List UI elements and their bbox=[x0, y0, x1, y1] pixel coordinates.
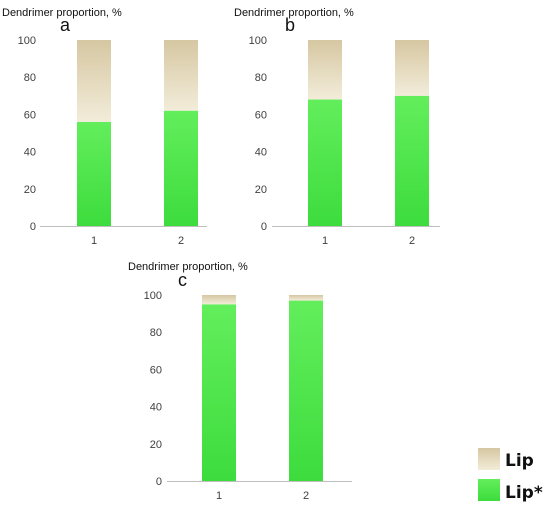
panel-a-bar-lip-star-1 bbox=[77, 121, 111, 226]
panel-c-y-tick-label: 100 bbox=[144, 290, 162, 302]
panel-c-bar-lip-star-2 bbox=[289, 300, 323, 481]
panel-b-y-tick-label: 60 bbox=[255, 109, 267, 121]
panel-a-x-tick-label: 1 bbox=[91, 235, 97, 247]
panel-b-bars bbox=[308, 40, 429, 226]
panel-b-y-tick-label: 80 bbox=[255, 72, 267, 84]
panel-b-y-tick-label: 100 bbox=[249, 35, 267, 47]
panel-b-y-ticks: 0 20 40 60 80 100 bbox=[249, 35, 267, 233]
panel-a-bar-lip-2 bbox=[164, 40, 198, 111]
panel-c-y-tick-label: 0 bbox=[156, 476, 162, 488]
panel-c-bars bbox=[202, 295, 323, 481]
panel-b-bar-lip-star-2 bbox=[395, 95, 429, 226]
panel-c-y-ticks: 0 20 40 60 80 100 bbox=[144, 290, 162, 488]
legend-swatch-lip bbox=[478, 448, 500, 470]
panel-b-bar-lip-2 bbox=[395, 40, 429, 96]
panel-a-y-tick-label: 0 bbox=[30, 221, 36, 233]
panel-a-y-ticks: 0 20 40 60 80 100 bbox=[18, 35, 36, 233]
panel-b-y-tick-label: 0 bbox=[261, 221, 267, 233]
panel-a-y-tick-label: 40 bbox=[24, 147, 36, 159]
legend-label-lip: Lip bbox=[505, 451, 534, 471]
panel-c-bar-lip-star-1 bbox=[202, 304, 236, 481]
panel-c-title: Dendrimer proportion, % bbox=[128, 261, 248, 273]
panel-a-y-tick-label: 100 bbox=[18, 35, 36, 47]
panel-c-y-tick-label: 40 bbox=[150, 402, 162, 414]
panel-a-y-tick-label: 80 bbox=[24, 72, 36, 84]
panel-c-x-tick-label: 1 bbox=[216, 490, 222, 502]
panel-b-bar-lip-star-1 bbox=[308, 99, 342, 226]
panel-a-x-tick-label: 2 bbox=[178, 235, 184, 247]
panel-b-title: Dendrimer proportion, % bbox=[234, 7, 354, 19]
panel-a-label: a bbox=[60, 15, 71, 35]
panel-c-y-tick-label: 60 bbox=[150, 364, 162, 376]
panel-b-y-tick-label: 40 bbox=[255, 147, 267, 159]
legend-swatch-lip-star bbox=[478, 479, 500, 501]
panel-a-y-tick-label: 60 bbox=[24, 109, 36, 121]
panel-a-bars bbox=[77, 40, 198, 226]
panel-c-bar-lip-2 bbox=[289, 295, 323, 301]
panel-c: Dendrimer proportion, % c 0 20 40 60 80 100 1… bbox=[128, 261, 352, 502]
panel-b-y-tick-label: 20 bbox=[255, 184, 267, 196]
panel-b: Dendrimer proportion, % b 0 20 40 60 80 100 1… bbox=[234, 7, 440, 247]
panel-c-label: c bbox=[178, 270, 187, 290]
panel-a-title: Dendrimer proportion, % bbox=[2, 7, 122, 19]
panel-c-y-tick-label: 80 bbox=[150, 327, 162, 339]
panel-b-bar-lip-1 bbox=[308, 40, 342, 100]
panel-b-x-tick-label: 1 bbox=[322, 235, 328, 247]
panel-a: Dendrimer proportion, % a 0 20 40 60 80 100 1… bbox=[2, 7, 207, 247]
panel-c-x-tick-label: 2 bbox=[303, 490, 309, 502]
panel-a-bar-lip-1 bbox=[77, 40, 111, 122]
panel-c-y-tick-label: 20 bbox=[150, 439, 162, 451]
panel-b-label: b bbox=[285, 15, 295, 35]
legend-label-lip-star: Lip* bbox=[505, 483, 543, 503]
legend: Lip Lip* bbox=[478, 448, 543, 503]
panel-c-bar-lip-1 bbox=[202, 295, 236, 305]
panel-b-x-tick-label: 2 bbox=[409, 235, 415, 247]
panel-a-bar-lip-star-2 bbox=[164, 110, 198, 226]
panel-a-y-tick-label: 20 bbox=[24, 184, 36, 196]
